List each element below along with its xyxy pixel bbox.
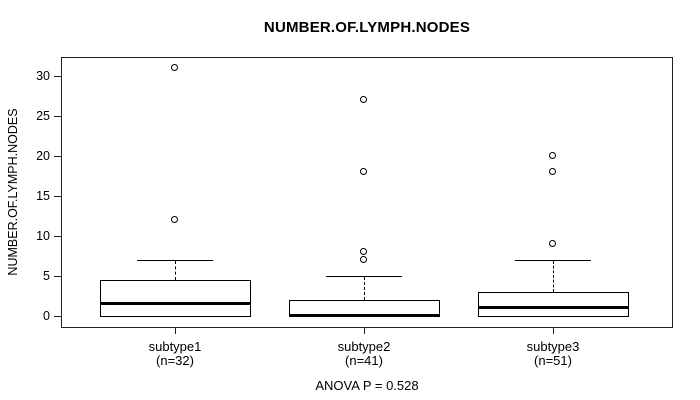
x-tick: [553, 328, 554, 334]
anova-annotation: ANOVA P = 0.528: [315, 378, 419, 393]
outlier-point: [549, 152, 556, 159]
whisker-cap: [515, 260, 591, 261]
y-tick: [54, 76, 61, 77]
y-tick-label: 20: [36, 149, 50, 163]
y-tick: [54, 276, 61, 277]
x-group-sublabel: (n=32): [156, 353, 194, 368]
whisker-line: [364, 277, 365, 300]
outlier-point: [549, 168, 556, 175]
outlier-point: [549, 240, 556, 247]
box: [478, 292, 629, 317]
outlier-point: [360, 256, 367, 263]
x-group-label: subtype2 (n=41): [304, 340, 424, 367]
x-group-label: subtype3 (n=51): [493, 340, 613, 367]
outlier-point: [360, 96, 367, 103]
x-group-sublabel: (n=51): [534, 353, 572, 368]
whisker-line: [553, 261, 554, 292]
outlier-point: [171, 216, 178, 223]
x-tick: [364, 328, 365, 334]
chart-title: NUMBER.OF.LYMPH.NODES: [263, 19, 471, 36]
y-tick-label: 10: [36, 229, 50, 243]
y-tick-label: 30: [36, 69, 50, 83]
outlier-point: [360, 248, 367, 255]
outlier-point: [171, 64, 178, 71]
median-line: [100, 302, 251, 305]
x-group-sublabel: (n=41): [345, 353, 383, 368]
y-tick: [54, 156, 61, 157]
y-tick: [54, 196, 61, 197]
x-group-label: subtype1 (n=32): [115, 340, 235, 367]
box: [100, 280, 251, 317]
y-tick: [54, 316, 61, 317]
outlier-point: [360, 168, 367, 175]
y-tick-label: 25: [36, 109, 50, 123]
x-tick: [175, 328, 176, 334]
y-tick-label: 15: [36, 189, 50, 203]
median-line: [289, 314, 440, 317]
y-tick-label: 0: [43, 309, 50, 323]
y-tick: [54, 236, 61, 237]
y-tick-label: 5: [43, 269, 50, 283]
whisker-cap: [326, 276, 402, 277]
whisker-cap: [137, 260, 213, 261]
median-line: [478, 306, 629, 309]
y-tick: [54, 116, 61, 117]
whisker-line: [175, 261, 176, 280]
